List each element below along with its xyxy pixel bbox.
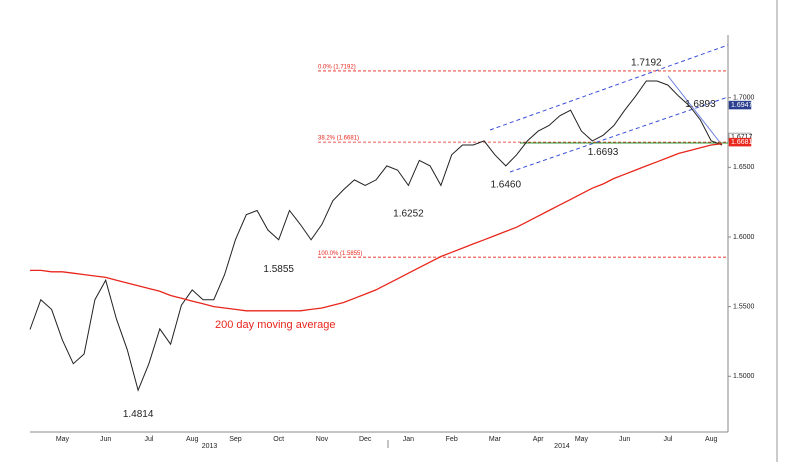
price-annotation: 1.7192: [631, 58, 662, 69]
x-tick-label: Nov: [316, 436, 329, 443]
x-tick-label: Oct: [273, 436, 284, 443]
price-line: [29, 80, 723, 392]
x-tick-label: Sep: [229, 436, 242, 443]
price-annotation: 1.4814: [123, 409, 154, 420]
x-tick-label: Mar: [489, 436, 502, 443]
y-tick-label: 1.5000: [733, 373, 755, 380]
price-tag-label: 1.6717: [731, 134, 753, 141]
moving-average-line: [30, 143, 723, 312]
fib-label: 0.0% (1.7192): [318, 65, 356, 71]
x-tick-label: Feb: [446, 436, 458, 443]
moving-average-label: 200 day moving average: [215, 319, 335, 331]
fib-label: 38.2% (1.6681): [318, 136, 359, 142]
x-tick-label: Jul: [144, 436, 153, 443]
fib-label: 100.0% (1.5855): [318, 251, 362, 257]
channel-lower: [509, 96, 729, 173]
x-tick-label: Apr: [533, 436, 545, 443]
channel-upper: [489, 44, 729, 131]
price-annotation: 1.6693: [588, 147, 619, 158]
price-annotation: 1.6252: [393, 209, 424, 220]
year-label: 2013: [202, 443, 218, 450]
price-annotation: 1.6460: [490, 180, 521, 191]
price-annotation: 1.6893: [685, 99, 716, 110]
x-tick-label: Jun: [619, 436, 630, 443]
y-tick-label: 1.6000: [733, 234, 755, 241]
x-tick-label: May: [575, 436, 589, 443]
x-tick-label: Dec: [359, 436, 372, 443]
price-tag: [728, 100, 752, 110]
x-tick-label: May: [56, 436, 70, 443]
x-tick-label: Jan: [403, 436, 414, 443]
price-annotation: 1.5855: [263, 264, 294, 275]
y-tick-label: 1.6500: [733, 164, 755, 171]
y-tick-label: 1.5500: [733, 303, 755, 310]
x-tick-label: Aug: [705, 436, 718, 443]
trend-line: [667, 75, 723, 146]
price-tag: [728, 137, 752, 147]
price-tag-label: 1.6947: [731, 102, 753, 109]
year-label: 2014: [554, 443, 570, 450]
plot: 1.5000 1.5500 1.6000 1.6500 1.7000 May Jun Jul A…: [29, 58, 755, 450]
price-tag-label: 1.6681: [731, 139, 753, 146]
y-tick-label: 1.7000: [733, 95, 755, 102]
x-tick-label: Aug: [186, 436, 199, 443]
x-tick-label: Jun: [100, 436, 111, 443]
x-tick-label: Jul: [663, 436, 672, 443]
